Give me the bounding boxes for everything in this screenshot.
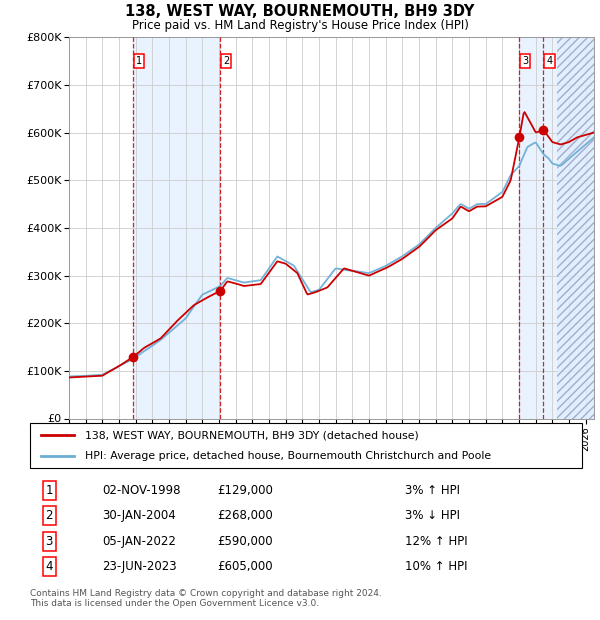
Text: 1: 1 bbox=[136, 56, 142, 66]
Text: 138, WEST WAY, BOURNEMOUTH, BH9 3DY (detached house): 138, WEST WAY, BOURNEMOUTH, BH9 3DY (det… bbox=[85, 430, 419, 440]
Text: Contains HM Land Registry data © Crown copyright and database right 2024.
This d: Contains HM Land Registry data © Crown c… bbox=[30, 589, 382, 608]
Text: 3% ↓ HPI: 3% ↓ HPI bbox=[406, 510, 460, 523]
Bar bbox=[520, 37, 594, 418]
Text: 30-JAN-2004: 30-JAN-2004 bbox=[102, 510, 176, 523]
Text: 2: 2 bbox=[223, 56, 229, 66]
Text: 02-NOV-1998: 02-NOV-1998 bbox=[102, 484, 180, 497]
Text: 2: 2 bbox=[46, 510, 53, 523]
Text: 138, WEST WAY, BOURNEMOUTH, BH9 3DY: 138, WEST WAY, BOURNEMOUTH, BH9 3DY bbox=[125, 4, 475, 19]
Text: 1: 1 bbox=[46, 484, 53, 497]
Text: £590,000: £590,000 bbox=[217, 534, 273, 547]
Text: £268,000: £268,000 bbox=[217, 510, 273, 523]
Text: 23-JUN-2023: 23-JUN-2023 bbox=[102, 560, 176, 573]
Text: 4: 4 bbox=[546, 56, 553, 66]
Text: 4: 4 bbox=[46, 560, 53, 573]
Bar bbox=[557, 37, 594, 418]
Text: 12% ↑ HPI: 12% ↑ HPI bbox=[406, 534, 468, 547]
Text: £605,000: £605,000 bbox=[217, 560, 273, 573]
Text: HPI: Average price, detached house, Bournemouth Christchurch and Poole: HPI: Average price, detached house, Bour… bbox=[85, 451, 491, 461]
Text: £129,000: £129,000 bbox=[217, 484, 273, 497]
Bar bbox=[133, 37, 220, 418]
Text: 3% ↑ HPI: 3% ↑ HPI bbox=[406, 484, 460, 497]
Text: 3: 3 bbox=[46, 534, 53, 547]
Text: 10% ↑ HPI: 10% ↑ HPI bbox=[406, 560, 468, 573]
Text: 3: 3 bbox=[522, 56, 528, 66]
Text: Price paid vs. HM Land Registry's House Price Index (HPI): Price paid vs. HM Land Registry's House … bbox=[131, 19, 469, 32]
Text: 05-JAN-2022: 05-JAN-2022 bbox=[102, 534, 176, 547]
